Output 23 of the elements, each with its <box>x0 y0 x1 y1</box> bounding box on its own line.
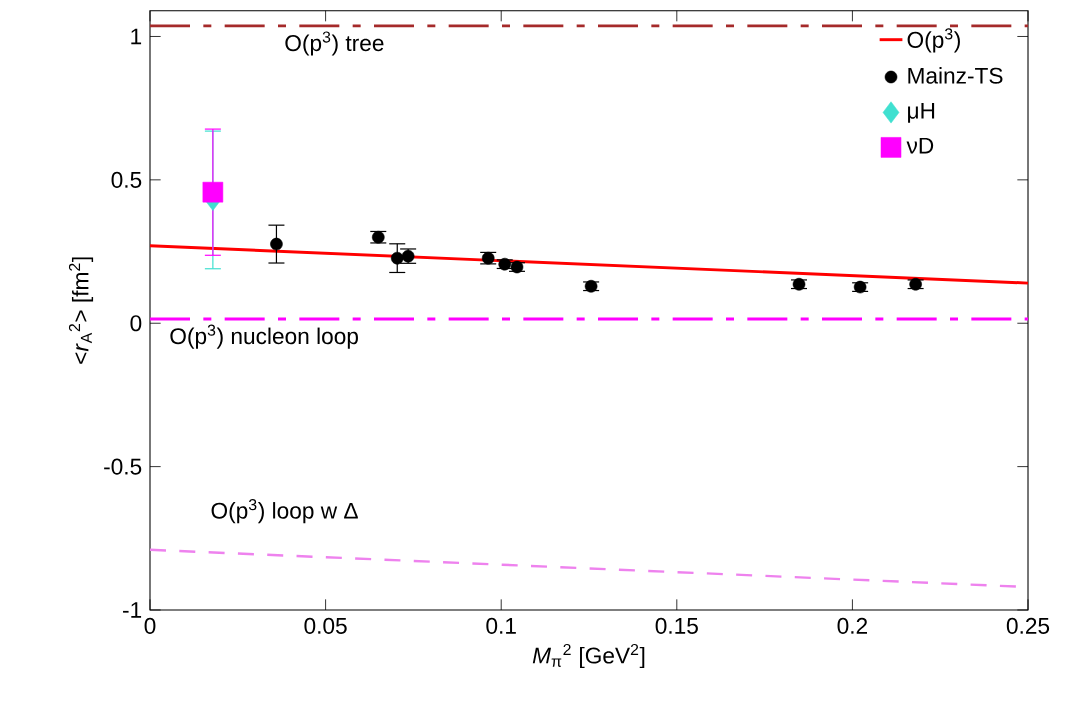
x-tick-label: 0.2 <box>837 617 868 634</box>
point <box>390 251 404 265</box>
legend-label: O(p$^{3}$) <box>907 28 960 53</box>
ref-line-label: O(p$^{3}$) nucleon loop <box>170 324 358 349</box>
y-axis-title: <r$_{A}$$^{2}$> [fm$^{2}$] <box>68 257 94 364</box>
annotation: O(p$^{3}$) loop w Δ <box>211 499 358 524</box>
x-tick-label: 0.15 <box>655 617 698 634</box>
y-tick-label: 0.5 <box>111 171 142 188</box>
point <box>202 181 224 203</box>
x-tick-label: 0.25 <box>1006 617 1050 634</box>
x-tick-label: 0.1 <box>486 617 516 634</box>
legend-label: νD <box>906 137 934 154</box>
y-tick-label: -0.5 <box>104 458 142 475</box>
legend-label: Mainz-TS <box>908 67 1003 84</box>
y-tick-label: -1 <box>123 602 142 618</box>
point <box>270 237 283 251</box>
x-axis-title: M$_{π}$$^{2}$ [GeV$^{2}$] <box>532 643 645 669</box>
y-tick-label: 0 <box>130 315 142 332</box>
x-tick-label: 0 <box>144 617 156 634</box>
ref-line-label: O(p$^{3}$) tree <box>285 31 384 56</box>
legend-label: μH <box>908 102 935 123</box>
y-tick-label: 1 <box>131 28 142 45</box>
x-tick-label: 0.05 <box>304 617 347 634</box>
